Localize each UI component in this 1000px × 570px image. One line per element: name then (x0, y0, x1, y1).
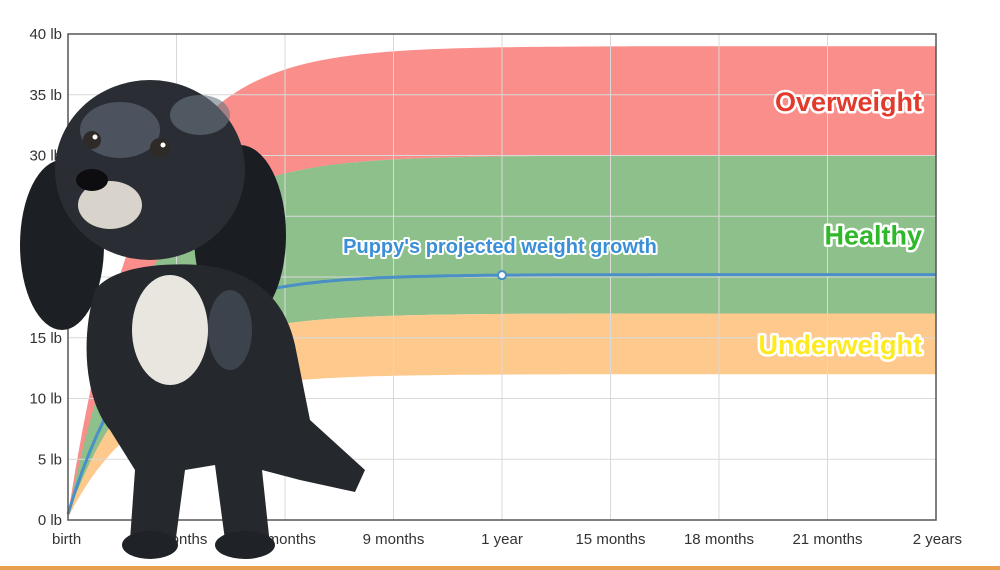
zone-label-underweight: Underweight (758, 330, 922, 360)
bottom-accent-bar (0, 566, 1000, 570)
puppy-muzzle (78, 181, 142, 229)
zone-labels: Overweight Healthy Underweight Puppy's proj… (341, 84, 924, 362)
puppy-eye-left (83, 131, 101, 149)
y-tick-label: 40 lb (29, 26, 62, 43)
x-tick-label: 1 year (481, 531, 523, 548)
zone-label-overweight: Overweight (775, 87, 922, 117)
puppy-eye-shine (160, 142, 166, 148)
x-axis-ticks: birth 3 months 6 months 9 months 1 year 15 mo… (52, 531, 962, 548)
y-tick-label: 0 lb (38, 512, 62, 529)
x-tick-label: birth (52, 531, 81, 548)
y-tick-label: 30 lb (29, 148, 62, 165)
x-tick-label: 15 months (575, 531, 645, 548)
y-tick-label: 10 lb (29, 391, 62, 408)
x-tick-label: 21 months (792, 531, 862, 548)
puppy-eye-shine (92, 134, 98, 140)
puppy-paw (215, 531, 275, 559)
puppy-fur-highlight (80, 102, 160, 158)
puppy-chest (132, 275, 208, 385)
puppy-photo (20, 80, 365, 559)
x-tick-label: 9 months (363, 531, 425, 548)
series-marker (497, 270, 507, 281)
puppy-eye-right (150, 138, 170, 158)
puppy-fur-highlight (170, 95, 230, 135)
puppy-nose (76, 169, 108, 191)
x-tick-label: 18 months (684, 531, 754, 548)
puppy-fur-highlight (208, 290, 252, 370)
y-tick-label: 5 lb (38, 451, 62, 468)
y-tick-label: 35 lb (29, 87, 62, 104)
zone-label-healthy: Healthy (824, 220, 922, 250)
x-tick-label: 2 years (913, 531, 962, 548)
y-tick-label: 15 lb (29, 330, 62, 347)
puppy-paw (122, 531, 178, 559)
series-label: Puppy's projected weight growth (343, 236, 657, 258)
